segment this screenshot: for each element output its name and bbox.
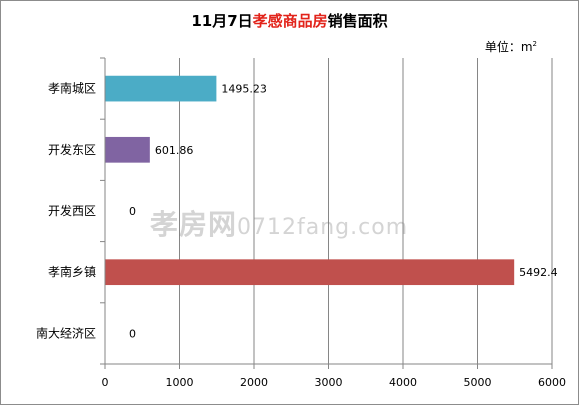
bar — [105, 136, 150, 163]
watermark-en: 0712fang.com — [237, 215, 409, 240]
data-label: 5492.4 — [519, 266, 558, 279]
category-label: 开发西区 — [48, 203, 96, 218]
bar — [105, 75, 217, 102]
category-label: 南大经济区 — [36, 325, 96, 340]
watermark: 孝房网0712fang.com — [150, 203, 408, 243]
axes — [100, 57, 553, 369]
data-label: 0 — [129, 327, 136, 340]
title-date: 11月7日 — [191, 12, 253, 30]
data-label: 1495.23 — [221, 83, 267, 96]
x-tick-label: 0 — [102, 376, 109, 389]
watermark-cn: 孝房网 — [150, 208, 238, 241]
data-label: 601.86 — [155, 144, 194, 157]
unit-label: 单位：m2 — [485, 38, 537, 55]
unit-superscript: 2 — [532, 40, 537, 48]
title-rest: 销售面积 — [327, 12, 388, 30]
category-label: 孝南城区 — [48, 81, 96, 96]
title-highlight: 孝感商品房 — [252, 12, 328, 30]
bar — [105, 259, 515, 286]
category-label: 孝南乡镇 — [48, 264, 96, 279]
x-tick-label: 1000 — [166, 376, 194, 389]
category-label: 开发东区 — [48, 142, 96, 157]
unit-text: 单位：m — [484, 40, 533, 54]
bars — [105, 75, 515, 286]
x-tick-label: 4000 — [389, 376, 417, 389]
x-tick-label: 5000 — [464, 376, 492, 389]
chart-title: 11月7日孝感商品房销售面积 — [0, 10, 579, 31]
grid-lines — [179, 58, 553, 364]
data-label: 0 — [129, 205, 136, 218]
x-tick-label: 3000 — [315, 376, 343, 389]
x-tick-label: 2000 — [240, 376, 268, 389]
x-tick-label: 6000 — [538, 376, 566, 389]
labels: 0 1000 2000 3000 4000 5000 6000 孝南城区 1495.23 开发东区… — [36, 81, 566, 389]
